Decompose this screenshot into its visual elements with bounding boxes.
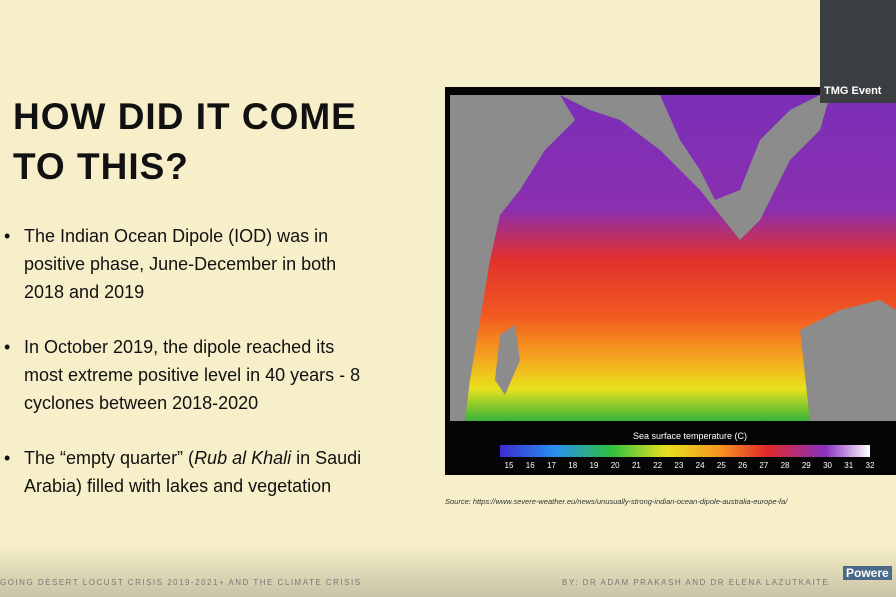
colorbar-tick: 30 xyxy=(823,461,832,470)
colorbar-tick: 24 xyxy=(696,461,705,470)
logo-text: Powere xyxy=(843,566,892,580)
source-text: Source: https://www.severe-weather.eu/ne… xyxy=(445,497,788,506)
colorbar-tick: 29 xyxy=(802,461,811,470)
bullet: The Indian Ocean Dipole (IOD) was in pos… xyxy=(4,222,374,306)
colorbar-tick: 18 xyxy=(568,461,577,470)
video-label: TMG Event xyxy=(824,85,882,97)
footer-left: GOING DESERT LOCUST CRISIS 2019-2021+ AN… xyxy=(0,578,362,587)
bullet-text: in Saudi Arabia) filled with lakes and v… xyxy=(24,448,362,496)
colorbar-tick: 21 xyxy=(632,461,641,470)
bullet-text: Rub al Khali xyxy=(194,448,292,468)
land-asia xyxy=(560,95,830,240)
colorbar-tick: 32 xyxy=(866,461,875,470)
colorbar-tick: 23 xyxy=(674,461,683,470)
slide-title: HOW DID IT COME TO THIS? xyxy=(13,96,357,187)
colorbar-tick: 25 xyxy=(717,461,726,470)
footer-right: BY: DR ADAM PRAKASH AND DR ELENA LAZUTKA… xyxy=(562,578,830,587)
bullet: The “empty quarter” (Rub al Khali in Sau… xyxy=(4,444,374,500)
colorbar xyxy=(500,445,870,457)
colorbar-tick: 20 xyxy=(611,461,620,470)
bullet-list: The Indian Ocean Dipole (IOD) was in pos… xyxy=(4,222,374,527)
bullet-text: The Indian Ocean Dipole (IOD) was in pos… xyxy=(24,226,337,302)
bullet-text: The “empty quarter” ( xyxy=(24,448,195,468)
bullet-text: In October 2019, the dipole reached its … xyxy=(24,337,361,413)
colorbar-tick: 15 xyxy=(505,461,514,470)
land-africa xyxy=(450,95,575,421)
footer-band xyxy=(0,545,896,597)
colorbar-tick: 17 xyxy=(547,461,556,470)
colorbar-tick: 16 xyxy=(526,461,535,470)
colorbar-tick: 19 xyxy=(589,461,598,470)
colorbar-tick: 27 xyxy=(759,461,768,470)
colorbar-tick: 26 xyxy=(738,461,747,470)
bullet: In October 2019, the dipole reached its … xyxy=(4,333,374,417)
video-tile[interactable]: TMG Event xyxy=(820,0,896,103)
land-australia xyxy=(800,300,896,421)
colorbar-label: Sea surface temperature (C) xyxy=(633,431,747,441)
colorbar-tick: 22 xyxy=(653,461,662,470)
colorbar-tick: 28 xyxy=(781,461,790,470)
land-madagascar xyxy=(495,325,520,395)
colorbar-tick: 31 xyxy=(844,461,853,470)
